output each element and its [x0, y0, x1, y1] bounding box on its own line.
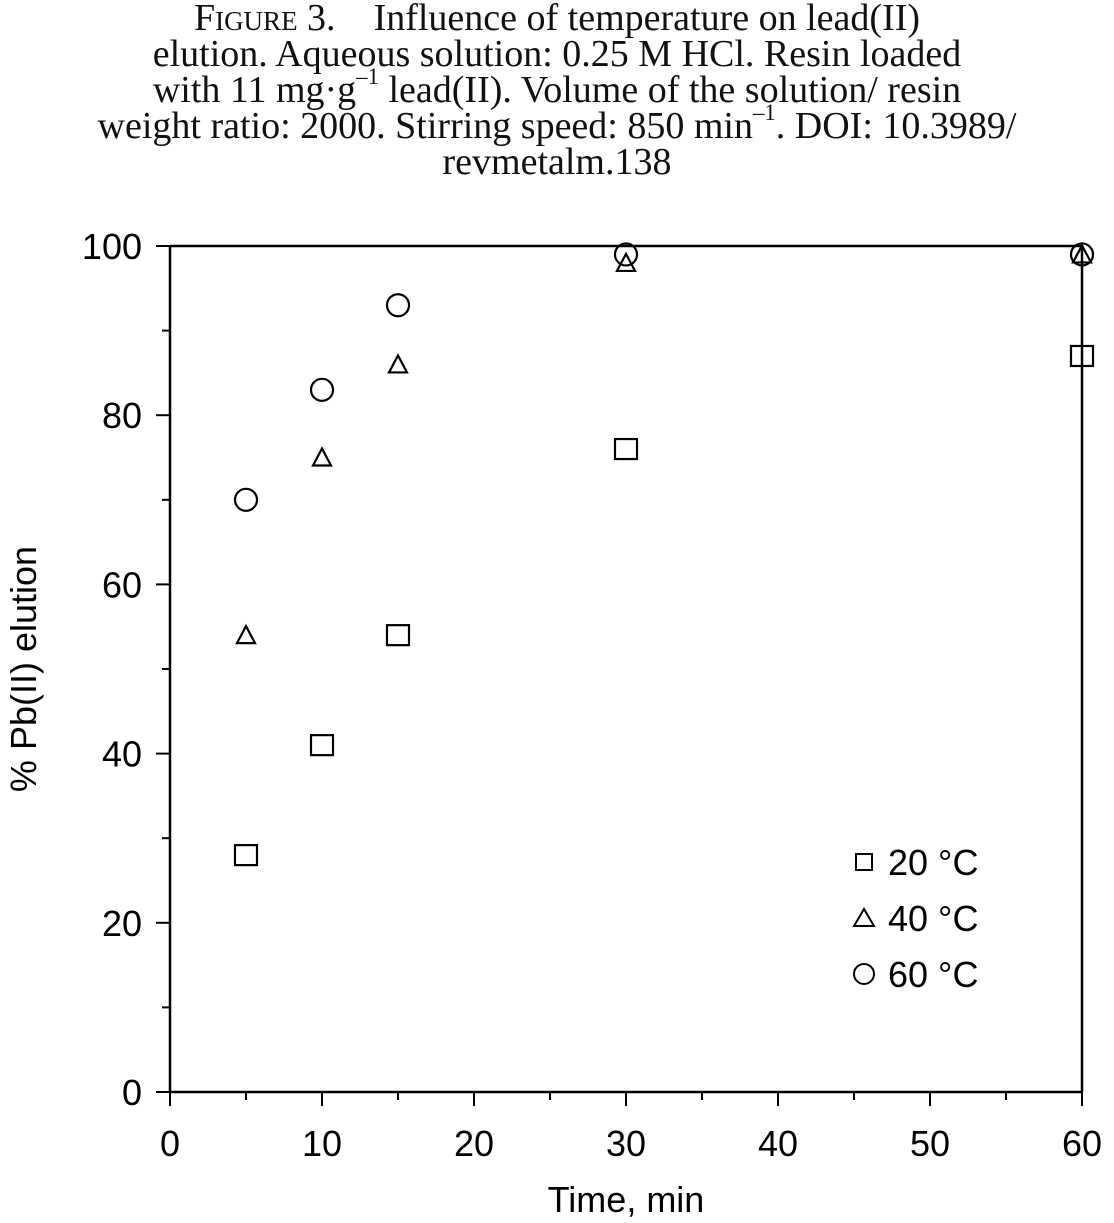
y-tick-label: 40	[102, 734, 142, 775]
y-tick-label: 0	[122, 1072, 142, 1113]
axis-ticks: 0 10 20 30 40 50 60 0 20 40 60 80 100	[82, 226, 1102, 1164]
legend-label: 40 °C	[888, 898, 978, 939]
x-tick-label: 30	[606, 1123, 646, 1164]
circle-point	[233, 487, 259, 512]
legend-label: 60 °C	[888, 954, 978, 995]
caption-sup-4: –1	[752, 99, 776, 125]
triangle-point	[311, 446, 333, 467]
caption-text-4a: weight ratio: 2000. Stirring speed: 850 …	[97, 105, 753, 147]
square-point	[385, 624, 411, 647]
caption-line-4: weight ratio: 2000. Stirring speed: 850 …	[0, 101, 1114, 147]
caption-line-2: elution. Aqueous solution: 0.25 M HCl. R…	[152, 33, 962, 75]
triangle-point	[1071, 243, 1093, 264]
x-tick-label: 60	[1062, 1123, 1102, 1164]
square-point	[309, 734, 335, 757]
triangle-point	[615, 251, 637, 273]
caption-text-3a: with 11 mg·g	[152, 69, 357, 111]
legend: 20 °C 40 °C 60 °C	[852, 842, 978, 995]
caption-text-4b: . DOI: 10.3989/	[775, 105, 1017, 147]
x-tick-label: 10	[302, 1123, 342, 1164]
legend-label: 20 °C	[888, 842, 978, 883]
circle-point	[1069, 242, 1095, 267]
circle-point	[309, 377, 335, 402]
data-points	[233, 242, 1095, 867]
square-point	[613, 437, 639, 461]
figure-label: Figure 3.	[193, 0, 336, 39]
caption-text-3b: lead(II). Volume of the solution/ resin	[378, 69, 962, 111]
caption-line-5: revmetalm.138	[442, 141, 672, 183]
y-tick-label: 20	[102, 903, 142, 944]
square-point	[233, 844, 259, 867]
circle-point	[613, 242, 639, 267]
legend-square-icon	[855, 853, 873, 871]
x-tick-label: 20	[454, 1123, 494, 1164]
triangle-point	[235, 623, 257, 645]
legend-triangle-icon	[852, 907, 876, 927]
caption-line-1: Figure 3. Influence of temperature on le…	[0, 0, 1114, 39]
y-axis-title: % Pb(II) elution	[3, 546, 44, 792]
caption-line-3: with 11 mg·g–1 lead(II). Volume of the s…	[0, 65, 1114, 111]
y-tick-label: 80	[102, 395, 142, 436]
x-tick-label: 50	[910, 1123, 950, 1164]
x-axis-title: Time, min	[548, 1179, 705, 1220]
figure-caption: Figure 3. Influence of temperature on le…	[0, 0, 1114, 183]
caption-sup-3: –1	[356, 63, 379, 89]
square-point	[1069, 344, 1095, 368]
caption-text-1: Influence of temperature on lead(II)	[373, 0, 921, 39]
x-tick-label: 0	[160, 1123, 180, 1164]
triangle-point	[387, 353, 409, 374]
x-tick-label: 40	[758, 1123, 798, 1164]
circle-point	[385, 293, 411, 318]
y-tick-label: 100	[82, 226, 142, 267]
legend-circle-icon	[853, 963, 875, 985]
y-tick-label: 60	[102, 564, 142, 605]
